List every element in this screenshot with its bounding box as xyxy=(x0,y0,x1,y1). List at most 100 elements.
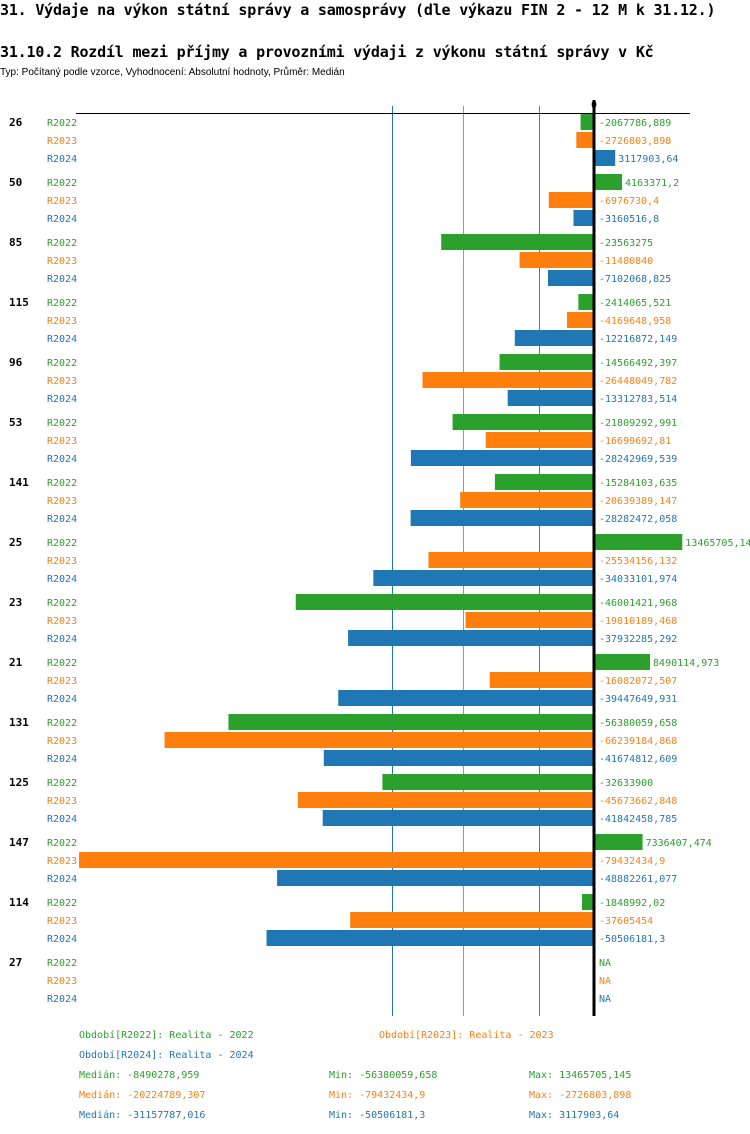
data-label: 8490114,973 xyxy=(653,658,719,669)
series-label: R2024 xyxy=(47,994,77,1005)
bar xyxy=(507,390,594,406)
data-label: -4169648,958 xyxy=(599,316,671,327)
group-label: 50 xyxy=(9,176,22,189)
series-label: R2024 xyxy=(47,334,77,345)
bar xyxy=(489,672,594,688)
data-label: -26448049,782 xyxy=(599,376,677,387)
bar xyxy=(465,612,594,628)
data-label: -28282472,058 xyxy=(599,514,677,525)
data-label: -32633900 xyxy=(599,778,653,789)
data-label: -1848992,02 xyxy=(599,898,665,909)
group-label: 125 xyxy=(9,776,29,789)
min-r2024: Min: -50506181,3 xyxy=(329,1110,426,1121)
data-label: -15284103,635 xyxy=(599,478,677,489)
bar xyxy=(164,732,595,748)
group-label: 23 xyxy=(9,596,22,609)
data-label: -3160516,8 xyxy=(599,214,659,225)
bar xyxy=(519,252,594,268)
group-label: 131 xyxy=(9,716,29,729)
series-label: R2023 xyxy=(47,556,77,567)
chart-type-description: Typ: Počítaný podle vzorce, Vyhodnocení:… xyxy=(0,67,345,78)
data-label: 3117903,64 xyxy=(618,154,678,165)
data-label: -56380059,658 xyxy=(599,718,677,729)
data-label: -48882261,077 xyxy=(599,874,677,885)
bar xyxy=(79,852,594,868)
group-label: 53 xyxy=(9,416,22,429)
series-label: R2024 xyxy=(47,454,77,465)
bar xyxy=(422,372,594,388)
series-label: R2024 xyxy=(47,814,77,825)
bar xyxy=(566,312,594,328)
bar xyxy=(582,894,594,910)
data-label: -37605454 xyxy=(599,916,653,927)
bar xyxy=(460,492,594,508)
series-label: R2023 xyxy=(47,916,77,927)
bar xyxy=(350,912,594,928)
bar xyxy=(576,132,594,148)
bar xyxy=(323,750,594,766)
series-label: R2023 xyxy=(47,316,77,327)
series-label: R2023 xyxy=(47,496,77,507)
series-label: R2023 xyxy=(47,676,77,687)
bar xyxy=(373,570,594,586)
bar xyxy=(428,552,594,568)
data-label: -2726803,898 xyxy=(599,136,671,147)
data-label: -39447649,931 xyxy=(599,694,677,705)
series-label: R2024 xyxy=(47,634,77,645)
series-label: R2023 xyxy=(47,436,77,447)
data-label: -2067786,889 xyxy=(599,118,671,129)
series-label: R2023 xyxy=(47,136,77,147)
page-title: 31. Výdaje na výkon státní správy a samo… xyxy=(0,1,716,19)
group-label: 115 xyxy=(9,296,29,309)
bar xyxy=(595,174,622,190)
series-label: R2022 xyxy=(47,898,77,909)
series-label: R2024 xyxy=(47,874,77,885)
data-label: -34033101,974 xyxy=(599,574,677,585)
legend-r2023: Období[R2023]: Realita - 2023 xyxy=(379,1030,554,1041)
min-r2022: Min: -56380059,658 xyxy=(329,1070,438,1081)
min-r2023: Min: -79432434,9 xyxy=(329,1090,426,1101)
series-label: R2023 xyxy=(47,616,77,627)
series-label: R2022 xyxy=(47,478,77,489)
data-label: -41842458,785 xyxy=(599,814,677,825)
data-label: -23563275 xyxy=(599,238,653,249)
max-r2023: Max: -2726803,898 xyxy=(529,1090,632,1101)
group-label: 147 xyxy=(9,836,29,849)
series-label: R2022 xyxy=(47,658,77,669)
bar xyxy=(277,870,594,886)
series-label: R2022 xyxy=(47,418,77,429)
bar xyxy=(228,714,594,730)
group-label: 141 xyxy=(9,476,29,489)
data-label: 4163371,2 xyxy=(625,178,679,189)
bar xyxy=(410,510,594,526)
group-label: 96 xyxy=(9,356,23,369)
bar xyxy=(578,294,594,310)
bar xyxy=(595,834,643,850)
group-label: 25 xyxy=(9,536,22,549)
data-label: -79432434,9 xyxy=(599,856,665,867)
data-label: -37932285,292 xyxy=(599,634,677,645)
data-label: -50506181,3 xyxy=(599,934,665,945)
median-r2022: Medián: -8490278,959 xyxy=(79,1070,200,1081)
data-label: -66239184,868 xyxy=(599,736,677,747)
bar xyxy=(548,192,594,208)
data-label: -20639389,147 xyxy=(599,496,677,507)
series-label: R2023 xyxy=(47,976,77,987)
series-label: R2023 xyxy=(47,856,77,867)
bar xyxy=(499,354,594,370)
series-label: R2022 xyxy=(47,118,77,129)
group-label: 114 xyxy=(9,896,29,909)
data-label: -11480840 xyxy=(599,256,653,267)
series-label: R2022 xyxy=(47,298,77,309)
bar-chart: 026R2022-2067786,889R2023-2726803,898R20… xyxy=(9,100,750,1016)
series-label: R2022 xyxy=(47,778,77,789)
bar xyxy=(595,534,683,550)
data-label: -7102068,825 xyxy=(599,274,671,285)
series-label: R2024 xyxy=(47,394,77,405)
data-label: NA xyxy=(599,976,611,987)
max-r2024: Max: 3117903,64 xyxy=(529,1110,620,1121)
series-label: R2022 xyxy=(47,838,77,849)
bar xyxy=(382,774,594,790)
series-label: R2024 xyxy=(47,214,77,225)
data-label: -25534156,132 xyxy=(599,556,677,567)
